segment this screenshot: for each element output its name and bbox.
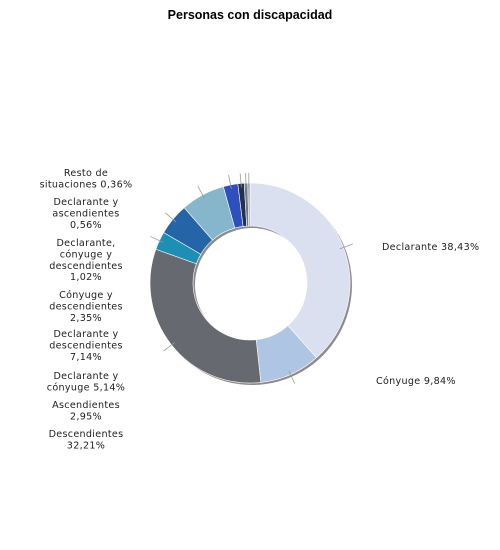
label-declarante-y-conyuge: Declarante y cónyuge 5,14% xyxy=(47,371,125,393)
label-line: 2,35% xyxy=(70,313,102,324)
label-line: Ascendientes xyxy=(52,400,120,411)
leader-declarante-y-ascendientes xyxy=(245,173,247,188)
label-line: 7,14% xyxy=(70,352,102,363)
label-line: cónyuge 5,14% xyxy=(47,381,125,393)
leader-descendientes xyxy=(163,342,175,352)
label-line: 1,02% xyxy=(70,272,102,283)
leader-declarante-conyuge-y-descendientes xyxy=(239,173,242,188)
label-line: descendientes xyxy=(49,261,123,272)
label-declarante: Declarante 38,43% xyxy=(382,242,479,253)
label-declarante-y-descendientes: Declarante y descendientes 7,14% xyxy=(49,329,123,363)
label-declarante-conyuge-y-descendientes: Declarante, cónyuge y descendientes 1,02% xyxy=(49,238,123,283)
slice-declarante xyxy=(249,182,351,359)
label-line: Descendientes xyxy=(49,429,124,440)
donut-slices xyxy=(149,182,351,384)
slice-labels: Declarante 38,43% Cónyuge 9,84% Descendien… xyxy=(40,168,480,451)
label-line: descendientes xyxy=(49,340,123,351)
label-resto-de-situaciones: Resto de situaciones 0,36% xyxy=(40,168,133,190)
leader-lines xyxy=(150,173,353,384)
label-conyuge: Cónyuge 9,84% xyxy=(376,375,456,387)
label-line: Cónyuge 9,84% xyxy=(376,375,456,387)
leader-declarante-y-conyuge xyxy=(164,212,177,223)
label-line: Declarante y xyxy=(53,371,118,382)
label-line: Declarante 38,43% xyxy=(382,242,479,253)
label-line: Cónyuge y xyxy=(59,289,113,301)
leader-ascendientes xyxy=(150,236,164,243)
label-line: ascendientes xyxy=(52,208,119,219)
chart-title: Personas con discapacidad xyxy=(168,8,333,22)
label-line: 0,56% xyxy=(70,220,102,231)
label-line: Declarante, xyxy=(56,238,115,249)
leader-conyuge-y-descendientes xyxy=(228,175,232,189)
leader-declarante xyxy=(339,243,353,250)
label-line: Declarante y xyxy=(53,197,118,208)
label-declarante-y-ascendientes: Declarante y ascendientes 0,56% xyxy=(52,197,119,231)
label-line: cónyuge y xyxy=(60,248,112,260)
slice-descendientes xyxy=(149,248,262,384)
label-conyuge-y-descendientes: Cónyuge y descendientes 2,35% xyxy=(49,289,123,324)
leader-declarante-y-descendientes xyxy=(197,185,205,199)
label-descendientes: Descendientes 32,21% xyxy=(49,429,124,451)
label-line: 32,21% xyxy=(67,440,105,451)
label-line: Resto de xyxy=(64,168,108,179)
label-line: descendientes xyxy=(49,301,123,312)
label-line: Declarante y xyxy=(53,329,118,340)
label-line: 2,95% xyxy=(70,411,102,422)
leader-conyuge xyxy=(288,370,296,384)
label-line: situaciones 0,36% xyxy=(40,179,133,190)
label-ascendientes: Ascendientes 2,95% xyxy=(52,400,120,422)
